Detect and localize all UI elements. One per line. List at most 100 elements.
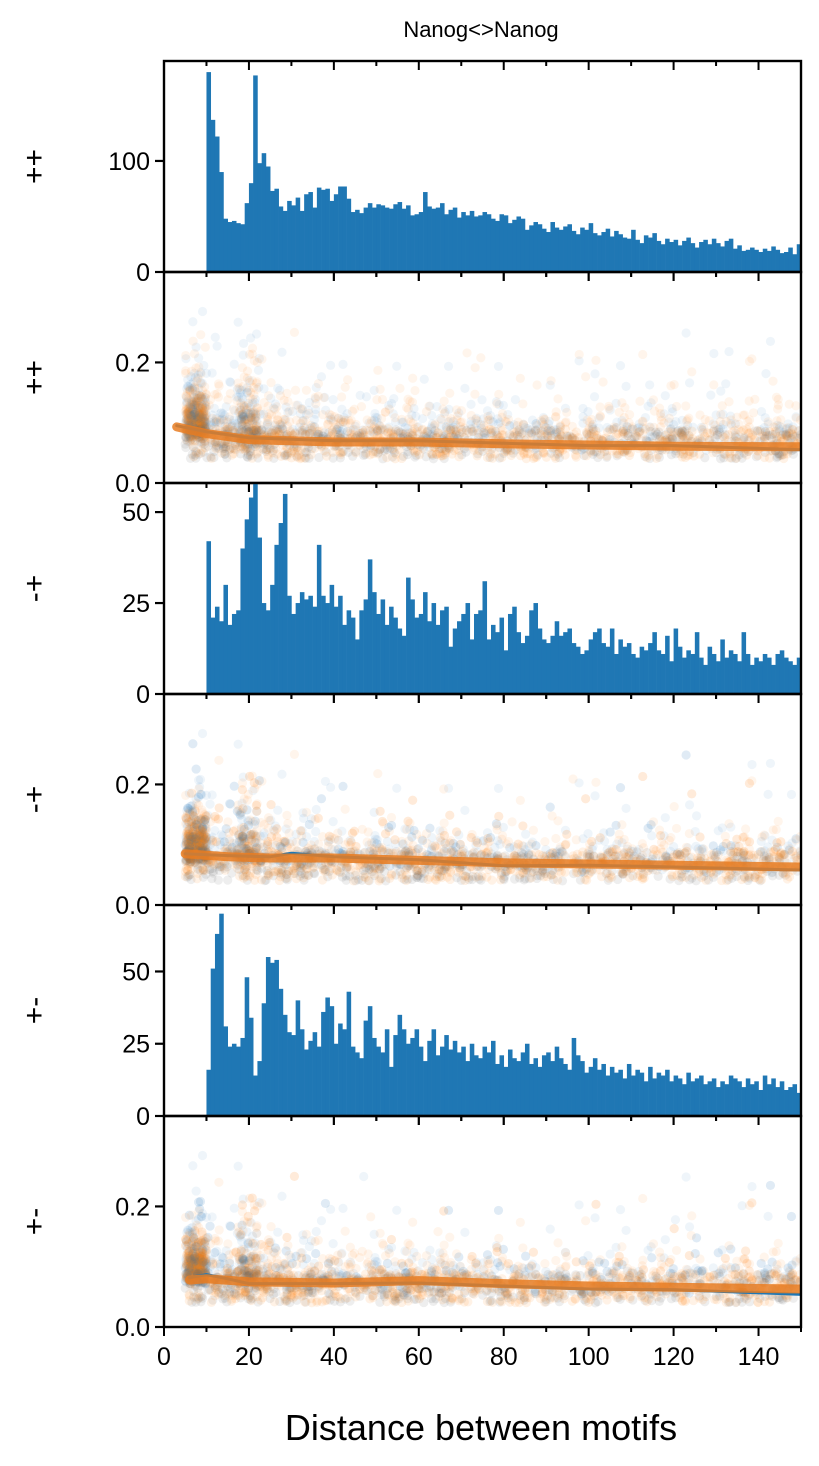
scatter-point [589,432,599,442]
scatter-point [192,411,202,421]
scatter-point [734,419,744,429]
scatter-point [250,407,260,417]
scatter-point [184,406,194,416]
scatter-point [410,452,420,462]
scatter-point [684,433,694,443]
scatter-point [397,417,407,427]
scatter-point [739,410,750,420]
scatter-point [192,396,202,407]
scatter-point [266,393,276,403]
scatter-point [407,410,417,420]
scatter-point [524,428,534,438]
scatter-point [275,391,285,401]
scatter-point [454,431,464,441]
scatter-point [462,348,472,358]
scatter-point [371,423,381,433]
scatter-point [672,849,682,859]
scatter-point [446,425,456,435]
scatter-point [717,401,727,411]
scatter-point [191,400,201,410]
scatter-point [358,430,368,440]
scatter-point [343,447,353,457]
scatter-point [198,828,208,838]
scatter-point [236,420,246,430]
scatter-point [216,408,226,418]
scatter-point [484,414,495,425]
scatter-point [222,417,233,427]
scatter-point [249,356,259,366]
scatter-point [446,429,456,439]
scatter-point [214,755,224,765]
scatter-point [298,428,308,439]
scatter-point [427,449,437,459]
scatter-point [589,392,600,402]
scatter-point [192,376,202,386]
scatter-point [239,401,249,411]
scatter-point [250,415,260,425]
scatter-point [215,415,225,425]
histogram-bar [563,226,568,272]
histogram-bar [278,206,284,272]
scatter-point [392,783,402,793]
scatter-point [526,425,536,435]
scatter-point [709,380,719,390]
scatter-point [334,413,344,423]
scatter-point [249,426,259,437]
histogram-bar [609,236,615,272]
scatter-point [292,451,302,461]
histogram-bar [384,207,390,272]
scatter-point [193,408,203,418]
plot-area [206,483,801,694]
scatter-point [732,834,742,844]
scatter-point [584,425,594,435]
scatter-point [466,424,476,434]
scatter-point [237,409,247,420]
scatter-point [518,399,528,409]
scatter-point [200,399,210,409]
scatter-point [190,418,200,428]
scatter-point [276,451,286,461]
scatter-point [579,450,589,461]
scatter-point [786,428,796,438]
scatter-point [648,395,659,405]
scatter-point [656,415,667,425]
scatter-point [716,454,726,464]
scatter-point [449,445,459,456]
scatter-point [332,424,342,434]
histogram-bar [694,632,700,694]
scatter-point [249,382,259,393]
scatter-point [219,416,229,426]
histogram-bar [575,646,581,694]
scatter-point [185,858,195,868]
scatter-point [275,385,285,395]
scatter-point [403,844,413,854]
scatter-point [610,432,620,442]
scatter-point [239,411,249,421]
scatter-point [351,446,361,457]
scatter-point [519,420,529,430]
scatter-point [183,408,193,419]
scatter-point [628,424,638,434]
scatter-point [196,394,207,404]
scatter-point [471,413,482,423]
scatter-point [521,829,531,839]
scatter-point [193,402,203,412]
scatter-point [527,415,538,425]
scatter-point [630,432,640,443]
scatter-point [720,430,730,440]
scatter-point [242,452,252,462]
scatter-point [772,453,782,463]
histogram-bar [219,172,224,272]
scatter-point [651,427,661,437]
scatter-point [368,427,378,437]
scatter-point [530,425,541,435]
scatter-point [737,453,747,463]
scatter-point [460,383,470,393]
scatter-point [237,419,247,429]
histogram-bar [469,210,475,272]
histogram-bar [474,613,479,694]
scatter-point [441,445,452,455]
scatter-point [339,412,349,423]
histogram-bar [767,250,772,272]
scatter-point [281,824,291,834]
